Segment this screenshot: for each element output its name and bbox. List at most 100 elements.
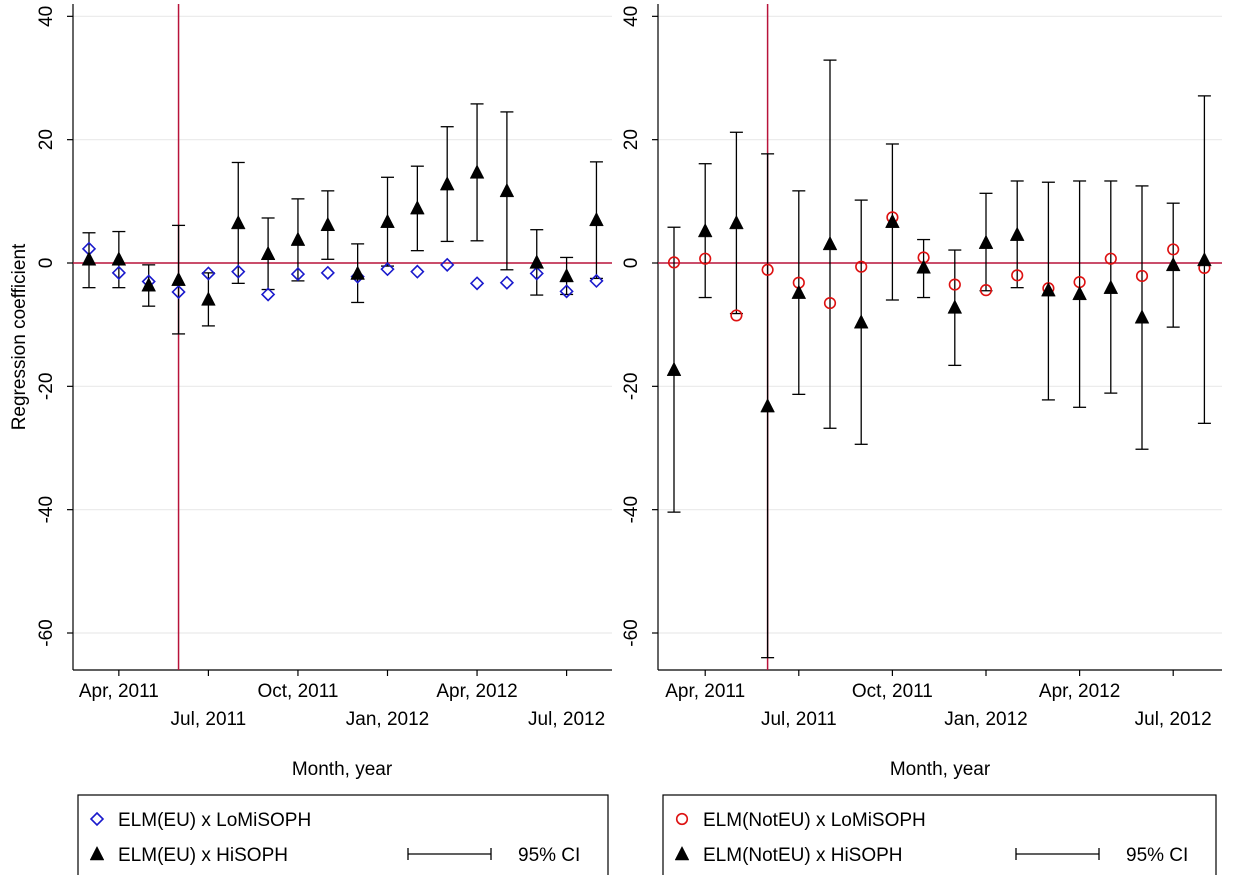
data-point (260, 245, 276, 260)
x-tick-label: Jul, 2011 (761, 709, 837, 730)
data-point (529, 254, 545, 269)
x-tick-label: Oct, 2011 (852, 681, 933, 702)
data-point (822, 235, 838, 251)
data-point (589, 273, 604, 289)
data-point (380, 262, 395, 277)
legend-marker (89, 811, 105, 827)
data-point (697, 222, 713, 238)
data-point (111, 265, 126, 280)
x-tick-label: Jul, 2012 (528, 709, 605, 730)
chart-panel-1: 40 20 0 -20 -40 -60 Regression coefficient Apr,… (9, 4, 612, 875)
data-point (559, 267, 574, 283)
legend-marker (89, 845, 105, 861)
data-point (1072, 285, 1087, 301)
series-1 (81, 241, 604, 302)
data-point (201, 291, 216, 306)
data-point (730, 309, 743, 322)
data-point (469, 164, 485, 179)
data-point (1135, 269, 1149, 283)
data-point (979, 284, 993, 297)
y-tick-label: 40 (621, 6, 642, 27)
data-point (201, 266, 216, 281)
x-tick-label: Jan, 2012 (346, 709, 429, 730)
chart-panel-2: 40 20 0 -20 -40 -60 Apr, 2011 Jul, 2011 Oct, 201… (621, 4, 1222, 875)
y-tick-label: 20 (36, 129, 57, 150)
data-point (260, 287, 276, 302)
data-point (760, 398, 775, 413)
data-point (499, 275, 515, 290)
legend-label: ELM(NotEU) x HiSOPH (703, 845, 903, 866)
legend-box (77, 794, 609, 875)
data-point (350, 265, 365, 280)
data-point (885, 213, 900, 228)
data-point (978, 234, 994, 249)
data-point (666, 361, 682, 376)
data-point (791, 284, 807, 299)
x-tick-label: Apr, 2011 (79, 681, 159, 702)
legend-marker (675, 812, 689, 826)
y-tick-label: -60 (621, 619, 642, 646)
series-2 (666, 213, 1212, 413)
data-point (948, 278, 961, 291)
data-point (729, 214, 744, 230)
x-tick-label: Jul, 2011 (171, 709, 247, 730)
x-tick-label: Apr, 2012 (436, 681, 517, 702)
legend-ci-label: 95% CI (1126, 845, 1188, 866)
data-point (320, 265, 335, 280)
legend-label: ELM(EU) x HiSOPH (118, 845, 288, 866)
data-point (320, 216, 336, 232)
data-point (855, 260, 868, 273)
legend-marker (674, 845, 690, 861)
legend: ELM(NotEU) x LoMiSOPH ELM(NotEU) x HiSOPH… (662, 794, 1217, 875)
x-tick-label: Apr, 2012 (1039, 681, 1120, 702)
data-point (1009, 226, 1025, 241)
legend: ELM(EU) x LoMiSOPH ELM(EU) x HiSOPH 95% CI (77, 794, 609, 875)
data-point (380, 213, 395, 228)
y-axis-title: Regression coefficient (9, 243, 30, 430)
data-point (667, 256, 681, 269)
data-point (171, 271, 186, 286)
legend-ci-label: 95% CI (518, 845, 580, 866)
x-axis-title: Month, year (292, 759, 393, 780)
data-point (1134, 309, 1150, 324)
data-point (1165, 256, 1181, 272)
data-point (141, 277, 157, 292)
data-point (410, 200, 425, 215)
y-tick-label: -20 (36, 373, 57, 400)
data-point (171, 284, 186, 300)
data-point (410, 264, 425, 279)
y-tick-label: -40 (36, 496, 57, 523)
data-point (823, 296, 837, 310)
x-tick-label: Apr, 2011 (665, 681, 745, 702)
data-point (916, 259, 931, 274)
data-point (761, 263, 774, 276)
data-point (1011, 269, 1024, 282)
series-1 (667, 211, 1211, 322)
data-point (81, 251, 97, 266)
y-tick-label: 0 (36, 258, 57, 269)
data-point (1167, 243, 1180, 256)
data-point (699, 252, 712, 265)
y-tick-label: 20 (621, 129, 642, 150)
data-point (1197, 251, 1212, 267)
y-tick-label: -20 (621, 373, 642, 400)
data-point (290, 231, 306, 246)
data-point (499, 182, 515, 198)
series-2 (81, 164, 604, 306)
x-tick-label: Jul, 2012 (1135, 709, 1212, 730)
data-point (439, 176, 455, 191)
data-point (853, 314, 869, 329)
data-point (529, 266, 544, 281)
data-point (440, 257, 455, 272)
data-point (589, 211, 604, 227)
legend-box (662, 794, 1217, 875)
x-tick-label: Jan, 2012 (944, 709, 1027, 730)
data-point (1104, 252, 1117, 265)
legend-label: ELM(EU) x LoMiSOPH (118, 810, 311, 831)
data-point (290, 266, 306, 282)
data-point (230, 214, 246, 230)
data-point (231, 264, 246, 279)
data-point (111, 251, 127, 266)
x-tick-label: Oct, 2011 (257, 681, 338, 702)
